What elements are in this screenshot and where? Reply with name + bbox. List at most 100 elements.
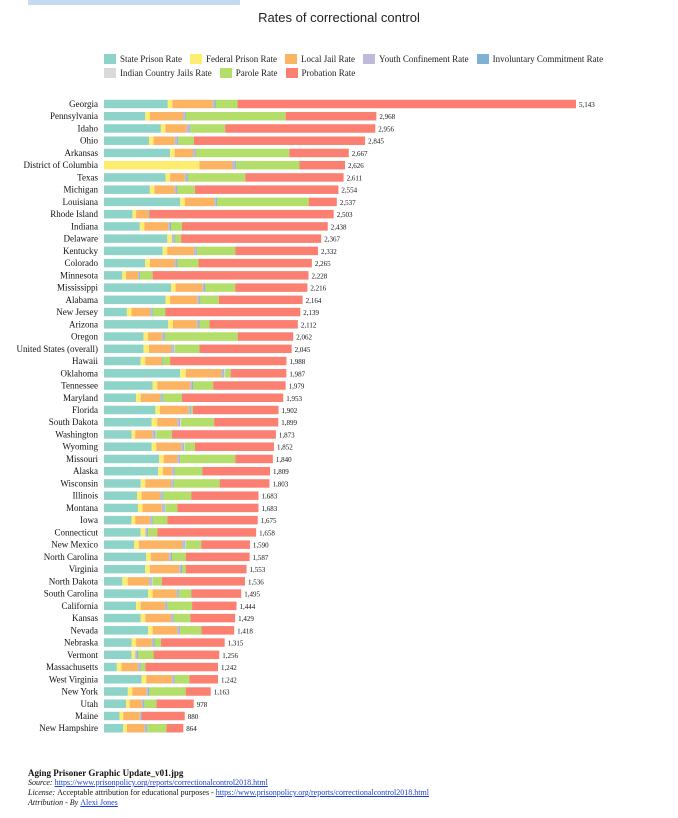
bar-segment [177,185,195,194]
bar-row: Idaho 2,956 [78,123,395,133]
bar-segment [181,417,215,427]
bar-row: Washington 1,873 [55,429,295,439]
bar-segment [149,111,183,121]
bar-segment [174,136,178,145]
bar-segment [170,356,287,366]
bar-segment [137,650,138,660]
bar-segment [152,577,162,586]
bar-segment [165,503,178,513]
bar-segment [173,675,175,684]
bar-segment [136,209,149,219]
category-label: California [62,601,99,611]
bar-segment [104,540,135,549]
bar-segment [104,577,123,586]
bar-segment [153,650,220,660]
legend-swatch [285,54,297,64]
bar-segment [235,283,308,292]
category-label: Georgia [69,99,98,109]
bar-segment [191,405,194,415]
legend-swatch [104,54,116,64]
bar-segment [181,442,183,451]
data-label: 2,845 [368,138,384,146]
chart-title: Rates of correctional control [258,10,420,25]
bar-segment [104,442,152,451]
category-label: Missouri [66,454,99,464]
data-label: 1,658 [259,529,275,537]
bar-row: New Mexico 1,590 [51,540,269,550]
bar-segment [135,515,150,525]
bar-segment [221,369,224,378]
bar-row: Arizona 2,112 [69,319,317,329]
bar-segment [167,234,172,243]
legend-swatch [190,54,202,64]
footer-license-link[interactable]: https://www.prisonpolicy.org/reports/cor… [215,788,429,797]
bar-segment [161,332,164,341]
category-label: New Hampshire [39,723,98,733]
bar-segment [165,295,171,305]
bar-segment [148,528,158,537]
bar-segment [161,503,164,513]
bar-row: Oregon 2,062 [71,332,312,342]
data-label: 1,418 [237,627,253,635]
bar-segment [160,638,225,647]
bar-segment [167,601,193,611]
footer-source-link[interactable]: https://www.prisonpolicy.org/reports/cor… [54,778,268,787]
bar-segment [182,393,284,403]
bar-row: Nevada 1,418 [71,625,254,635]
bar-segment [147,528,149,537]
bar-segment [212,99,215,109]
bar-row: California 1,444 [62,601,256,611]
bar-segment [299,160,345,170]
bar-segment [171,675,174,684]
bar-segment [104,711,120,721]
bar-segment [149,185,155,194]
bar-segment [177,136,179,145]
bar-segment [144,723,147,733]
bar-segment [104,454,160,464]
footer-license-label: License: [28,788,58,797]
bar-segment [201,626,235,635]
bar-segment [140,393,160,403]
category-label: New Mexico [51,540,98,550]
category-label: Arkansas [65,148,99,158]
data-label: 2,438 [331,223,347,231]
category-label: Hawaii [72,356,98,366]
footer-attribution-link[interactable]: Alexi Jones [80,798,118,807]
bar-segment [141,711,185,721]
bar-segment [123,723,127,733]
bar-segment [219,479,270,488]
bar-segment [104,99,168,109]
bar-segment [138,540,182,549]
bar-segment [126,723,145,733]
bar-row: Indiana 2,438 [71,221,347,231]
bar-segment [164,332,238,341]
category-label: United States (overall) [17,344,98,354]
data-label: 1,979 [289,383,305,391]
legend-item: Local Jail Rate [285,54,355,64]
data-label: 2,626 [348,162,364,170]
bar-row: North Dakota 1,536 [49,576,264,586]
bar-segment [168,222,171,231]
bar-segment [176,185,178,194]
bar-segment [161,393,163,403]
data-label: 1,683 [261,493,277,501]
bar-segment [174,185,177,194]
bar-row: West Virginia 1,242 [49,674,237,684]
bar-segment [104,258,146,268]
category-label: Louisiana [63,197,99,207]
legend-label: Probation Rate [301,68,356,78]
bar-segment [157,417,178,427]
bar-segment [170,173,185,182]
bar-segment [179,564,182,574]
bar-segment [159,405,189,415]
bar-segment [194,148,196,158]
bar-segment [178,589,180,598]
bar-segment [155,405,160,415]
bar-segment [145,613,171,623]
bar-segment [190,405,192,415]
bar-segment [152,589,177,598]
bar-segment [152,271,309,280]
bar-segment [193,148,195,158]
data-label: 1,873 [279,431,295,439]
bar-segment [104,356,141,366]
